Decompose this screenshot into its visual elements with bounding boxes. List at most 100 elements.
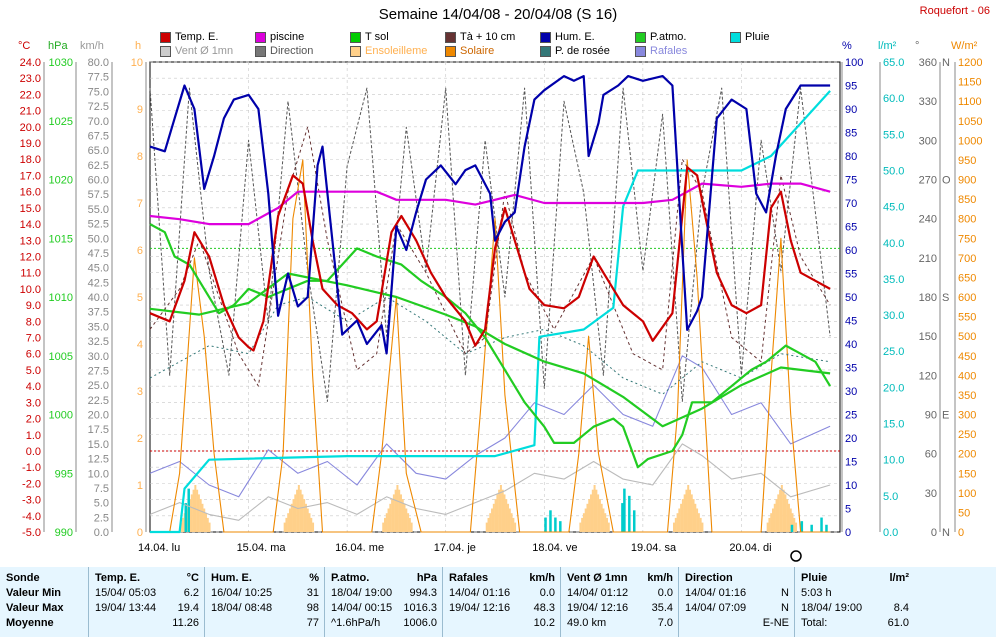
tick-label: 55.0 [88,204,109,216]
rain-bar [559,521,562,532]
tick-label: 30.0 [883,310,904,322]
sunshine-bar [203,508,206,532]
series-line [150,159,831,533]
tick-label: 5.0 [26,365,41,377]
sunshine-bar [766,522,769,532]
legend-label: Pluie [745,31,770,43]
tick-label: 27.5 [88,365,109,377]
tick-label: 65.0 [883,57,904,69]
stats-row: 18/04/ 19:00 8.4 [801,602,909,617]
stats-pluie: Pluie l/m² 5:03 h 18/04/ 19:00 8.4 Total:… [794,567,915,637]
series-line [149,87,831,402]
sunshine-bar [407,513,410,532]
chart-title: Semaine 14/04/08 - 20/04/08 (S 16) [378,6,618,23]
stats-rafales: Rafales km/h 14/04/ 01:16 0.0 19/04/ 12:1… [442,567,561,637]
tick-label: 75 [845,175,857,187]
stat-value: 1006.0 [403,617,437,629]
stats-temp: Temp. E. °C 15/04/ 05:03 6.2 19/04/ 13:44… [88,567,205,637]
stats-row: 14/04/ 01:16 N [685,587,789,602]
sunshine-bar [392,494,395,532]
stat-value: 11.26 [172,617,199,629]
sunshine-bar [310,517,313,532]
legend-label: Direction [270,45,314,57]
sunshine-bar [294,494,297,532]
tick-label: 22.0 [20,89,41,101]
time-cursor-icon[interactable] [790,550,802,562]
stats-row: 19/04/ 13:44 19.4 [95,602,199,617]
tick-label: -1.0 [22,462,41,474]
tick-label: 180 [919,292,937,304]
rain-bar [187,488,190,532]
rain-bar [184,503,187,532]
tick-label: 40 [845,339,857,351]
rain-bar [628,495,631,532]
sunshine-bar [489,513,492,532]
tick-label: 35 [845,363,857,375]
tick-label: 2.0 [26,414,41,426]
tick-label: 10 [131,57,143,69]
tick-label: 65.0 [88,145,109,157]
tick-label: 70 [845,198,857,210]
pressure-axis-unit: hPa [48,40,68,52]
stats-patmo: P.atmo. hPa 18/04/ 19:00 994.3 14/04/ 00:… [324,567,443,637]
legend-swatch [540,31,551,43]
stats-row: E-NE [685,617,789,632]
sunshine-bar [494,499,497,532]
tick-label: 200 [958,449,976,461]
stats-direction: Direction 14/04/ 01:16 N 14/04/ 07:09 N E-… [678,567,795,637]
tick-label: 1 [137,480,143,492]
sunshine-bar [692,499,695,532]
stats-row: 14/04/ 01:16 0.0 [449,587,555,602]
tick-label: 35.0 [88,321,109,333]
tick-label: 1000 [49,410,73,422]
tick-label: 4 [137,339,143,351]
tick-label: -2.0 [22,478,41,490]
tick-label: 5.0 [94,498,109,510]
sunshine-bar [694,503,697,532]
wind-axis-unit: km/h [80,40,104,52]
rain-axis-unit: l/m² [878,40,897,52]
legend-swatch [350,45,361,57]
tick-label: 0 [958,527,964,539]
tick-label: 0.0 [883,527,898,539]
tick-label: 60.0 [88,175,109,187]
sunshine-bar [791,513,794,532]
sunshine-bar [303,499,306,532]
stats-row: 77 [211,617,319,632]
stats-vent: Vent Ø 1mn km/h 14/04/ 01:12 0.0 19/04/ 1… [560,567,679,637]
tick-label: 8.0 [26,316,41,328]
tick-label: 15.0 [88,439,109,451]
sunshine-bar [597,494,600,532]
tick-label: 1005 [49,351,73,363]
stats-header: Temp. E. [95,572,141,584]
stat-value: 31 [306,587,319,599]
legend-item: Solaire [445,45,494,57]
tick-label: 3 [137,386,143,398]
sunshine-bar [579,522,582,532]
tick-label: 20.0 [883,382,904,394]
stat-time: 49.0 km [567,617,607,629]
sunshine-bar [683,494,686,532]
stats-row: 18/04/ 08:48 98 [211,602,319,617]
tick-label: 150 [958,468,976,480]
tick-label: 45.0 [88,263,109,275]
sunshine-bar [607,522,610,532]
sunshine-bar [681,499,684,532]
tick-label: 250 [958,429,976,441]
sunshine-bar [408,517,411,532]
tick-label: 25 [845,410,857,422]
x-tick-label: 20.04. di [729,542,771,554]
sunshine-bar [777,494,780,532]
hours-axis-unit: h [135,40,142,52]
legend-label: Temp. E. [175,31,219,43]
sunshine-bar [306,508,309,532]
tick-label: 11.0 [20,268,41,280]
tick-label: 330 [919,96,937,108]
tick-label: 65 [845,222,857,234]
sunshine-bar [512,517,515,532]
tick-label: 3.0 [26,397,41,409]
legend-label: Ensoleilleme [365,45,428,57]
stats-row-label: Valeur Min [6,587,82,602]
series-line [149,74,831,355]
stat-value: 8.4 [893,602,909,614]
